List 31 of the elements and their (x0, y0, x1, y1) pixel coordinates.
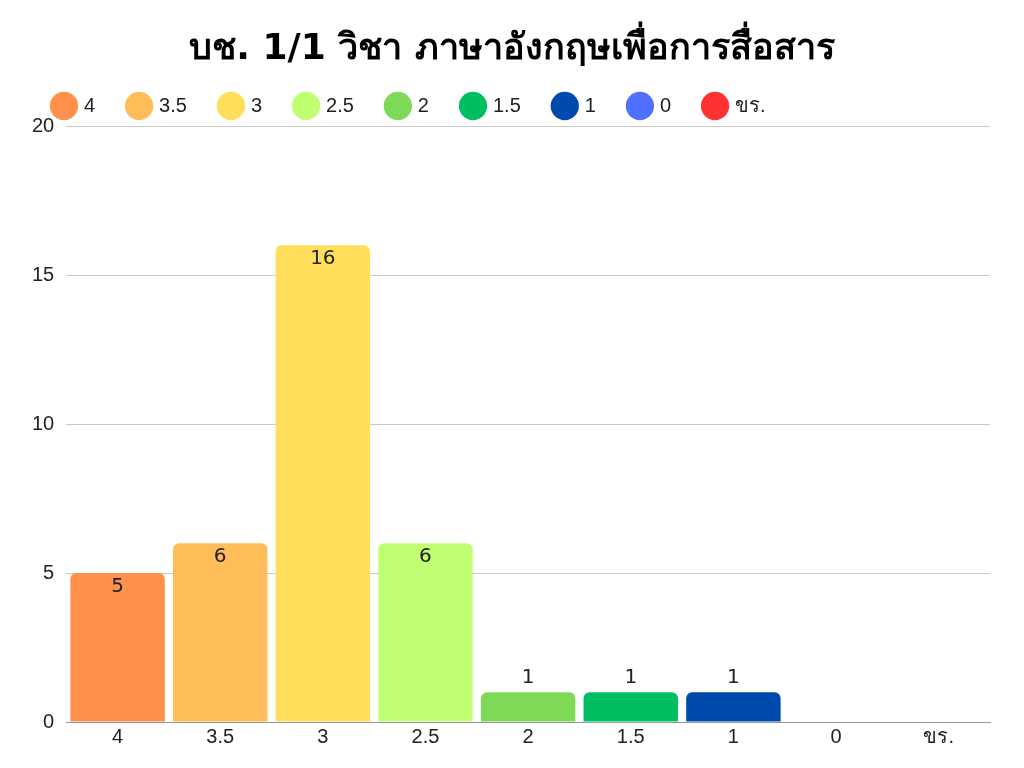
data-label: 5 (111, 573, 124, 598)
x-tick-label: 3.5 (206, 724, 235, 747)
legend-label: 0 (659, 93, 672, 116)
y-tick-label: 20 (32, 113, 55, 136)
legend-label: 2.5 (326, 93, 354, 116)
data-label: 1 (624, 664, 638, 689)
data-label: 1 (521, 664, 535, 689)
data-label: 1 (727, 664, 740, 689)
legend-label: 2 (417, 93, 429, 116)
x-tick-label: 4 (112, 724, 124, 747)
y-tick-label: 10 (32, 411, 55, 434)
y-tick-label: 5 (43, 560, 55, 583)
legend-label: 4 (84, 93, 96, 116)
x-tick-label: 2.5 (411, 724, 440, 747)
data-label: 6 (213, 543, 227, 568)
x-tick-label: 1.5 (616, 724, 645, 747)
y-tick-label: 15 (32, 262, 55, 285)
legend-label: 1 (584, 93, 596, 116)
x-tick-label: 2 (522, 724, 534, 747)
x-tick-label: 0 (830, 724, 842, 747)
chart-title: บช. 1/1 วิชา ภาษาอังกฤษเพื่อการสื่อสาร (188, 20, 836, 67)
legend-label: 3 (250, 93, 263, 116)
data-label: 16 (310, 245, 336, 270)
x-tick-label: 1 (727, 724, 739, 747)
x-tick-label: 3 (317, 724, 329, 747)
legend-label: 3.5 (159, 93, 187, 116)
legend-label: 1.5 (492, 93, 521, 116)
legend-label: ขร. (735, 93, 766, 116)
x-tick-label: ขร. (923, 724, 954, 747)
y-tick-label: 0 (43, 709, 55, 732)
data-label: 6 (419, 543, 432, 568)
